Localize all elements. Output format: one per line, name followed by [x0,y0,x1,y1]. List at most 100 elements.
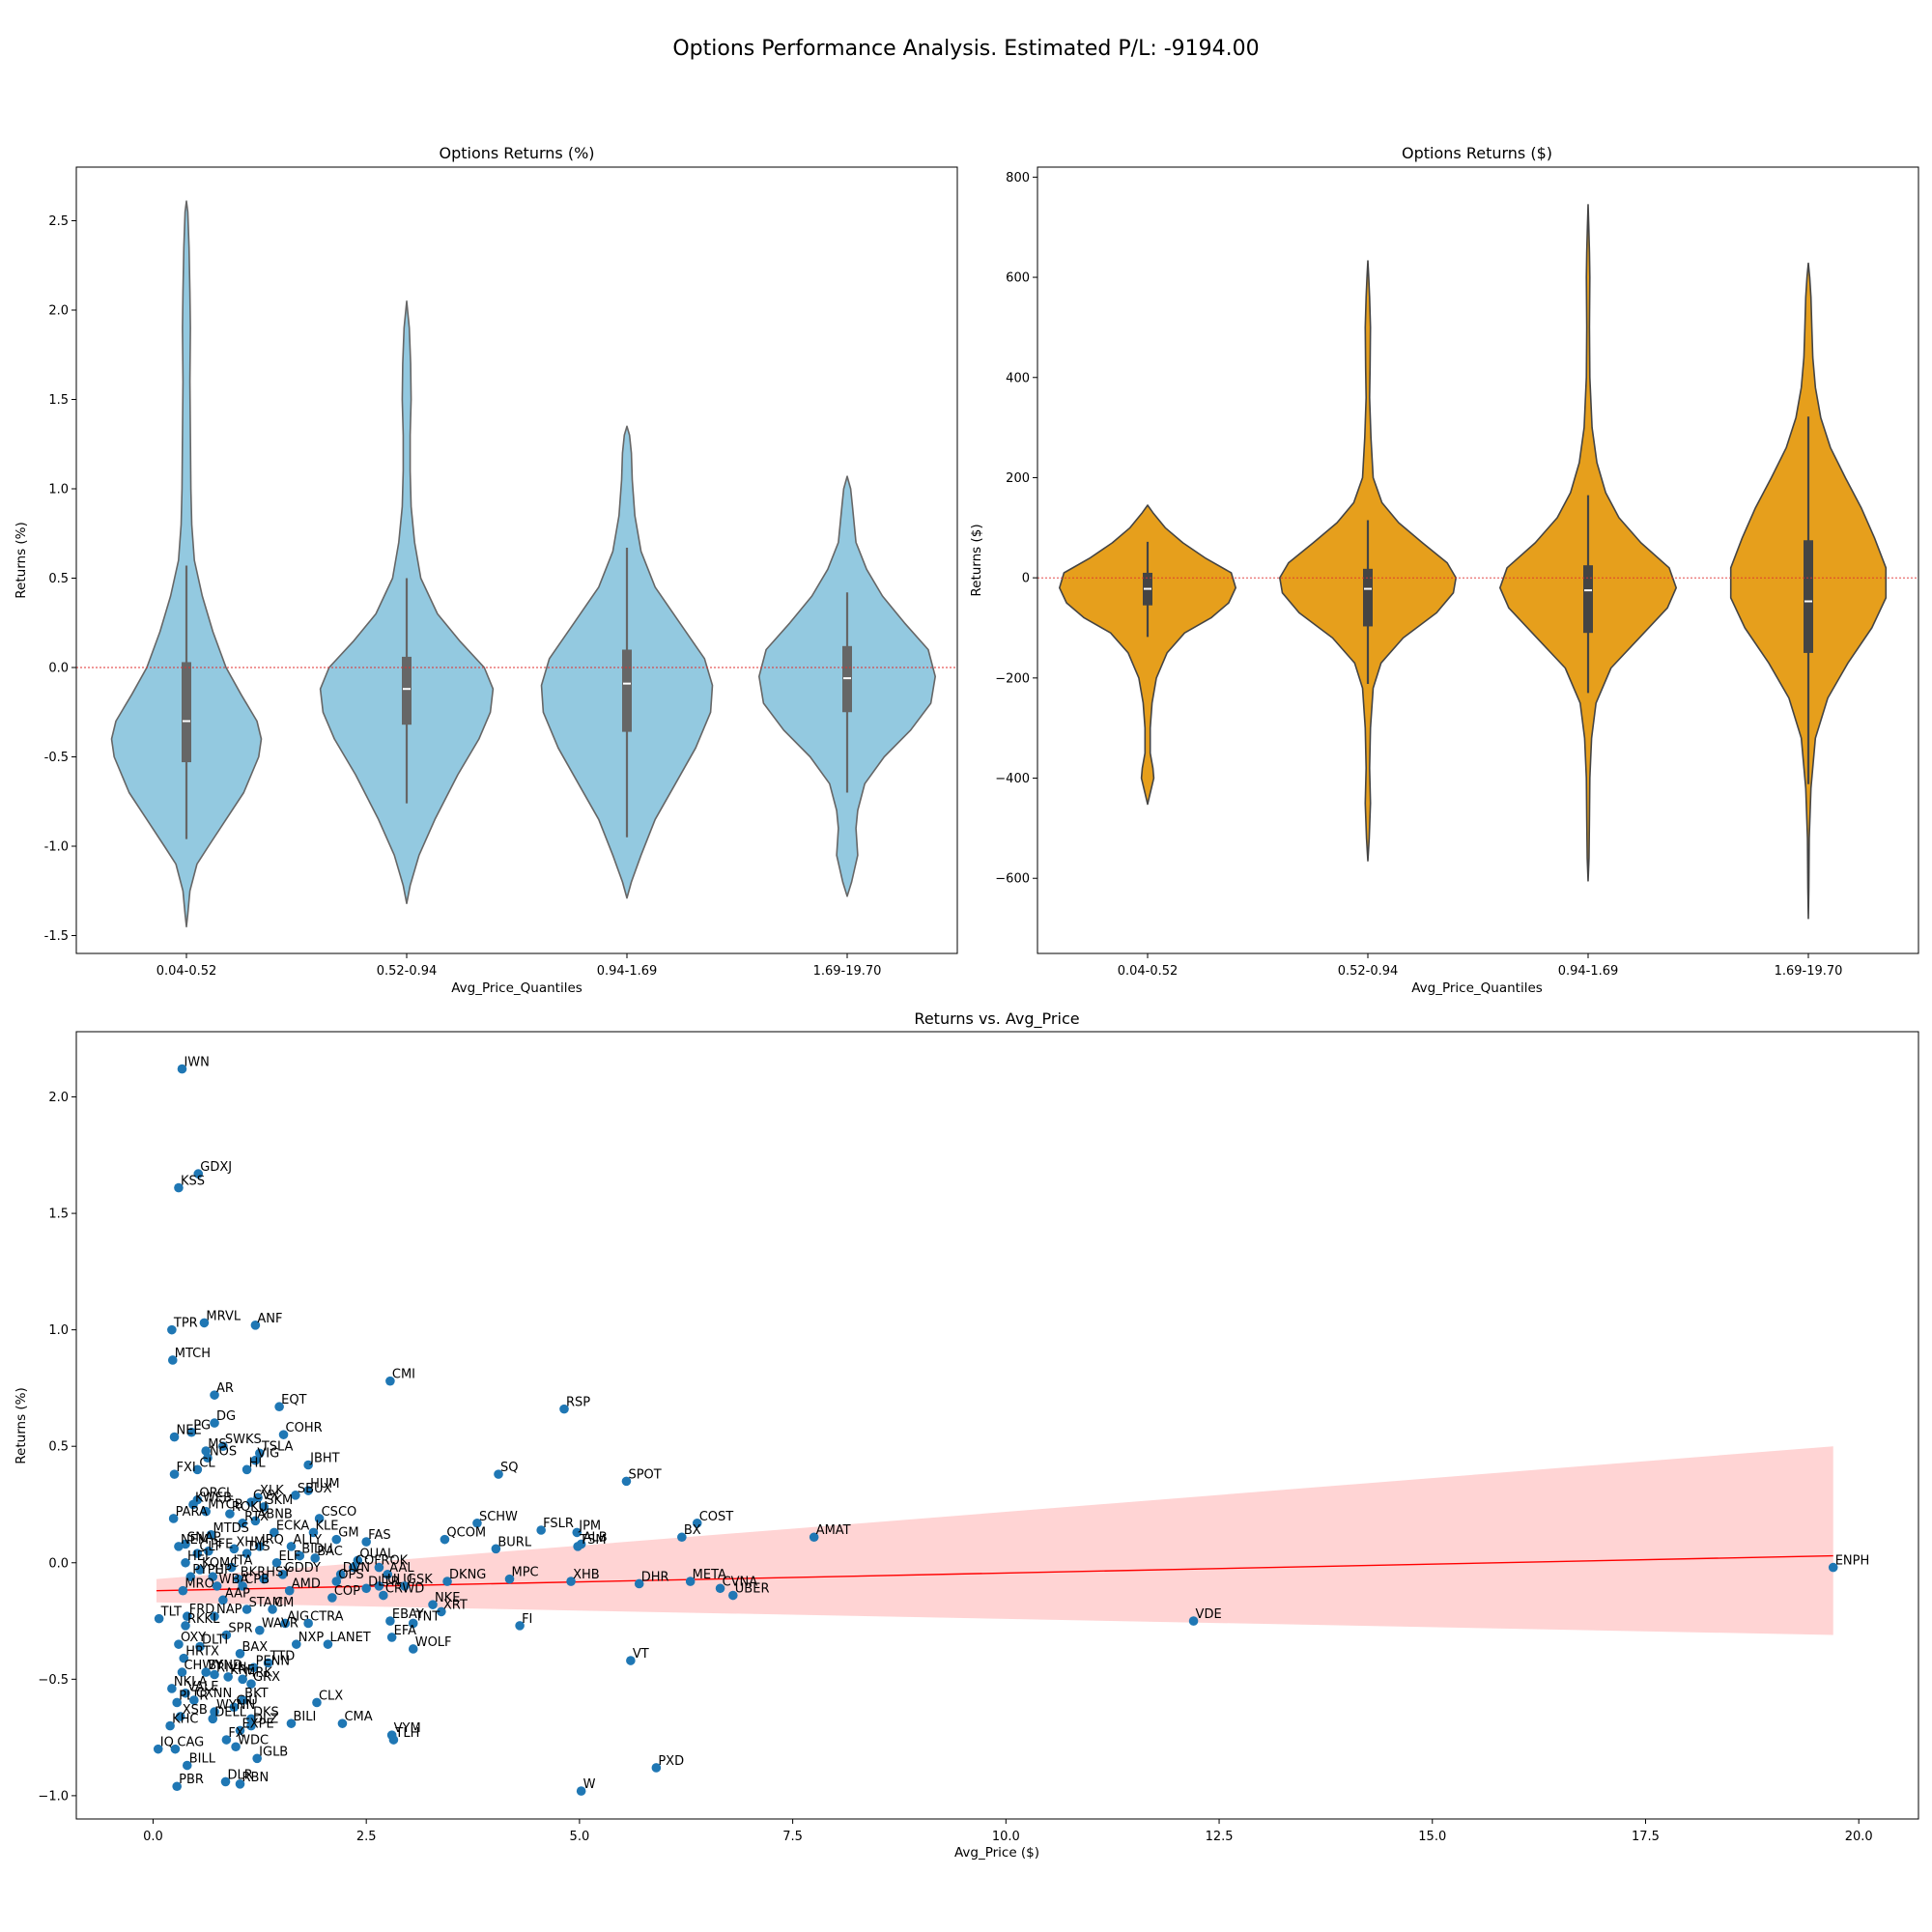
scatter-point [809,1532,819,1543]
scatter-point [238,1674,247,1685]
scatter-point [226,1562,237,1573]
scatter-point [504,1574,515,1584]
scatter-point [286,1542,297,1551]
scatter-point [170,1744,181,1754]
scatter-point [278,1430,289,1439]
x-axis-label: Avg_Price ($) [954,1845,1039,1861]
y-tick-label: 0.0 [48,1556,69,1571]
scatter-point [201,1446,211,1456]
scatter-point [204,1546,213,1556]
y-axis-label: Returns ($) [969,524,984,596]
scatter-point [494,1469,503,1479]
point-label: MRO [185,1577,213,1592]
point-label: NKLA [174,1675,208,1690]
point-label: AAP [225,1586,250,1601]
point-label: LANET [329,1631,370,1645]
scatter-point [172,1781,182,1792]
x-tick-label: 0.52-0.94 [1338,964,1399,979]
point-label: AMAT [816,1523,851,1538]
point-label: MTDS [213,1521,248,1536]
point-label: MS [208,1437,226,1452]
y-tick-label: 1.0 [48,483,69,497]
scatter-point [337,1719,348,1728]
point-label: WAVR [262,1617,298,1632]
point-label: XLK [260,1484,284,1498]
point-label: IRQ [262,1533,284,1548]
scatter-point [210,1669,219,1680]
point-label: ABNB [257,1507,292,1521]
scatter-point [515,1621,525,1631]
figure-suptitle: Options Performance Analysis. Estimated … [672,37,1259,61]
violin-iqr-box [402,656,412,725]
x-tick-label: 5.0 [570,1830,590,1844]
point-label: TTD [270,1649,296,1663]
scatter-point [186,1427,196,1437]
point-label: CMA [344,1710,372,1724]
point-label: VALE [187,1680,218,1694]
point-label: PXD [658,1754,684,1769]
violin-iqr-box [182,662,191,763]
scatter-point [314,1514,325,1523]
scatter-point [242,1605,252,1614]
scatter-point [386,1633,397,1642]
point-label: HL [249,1456,267,1470]
scatter-point [177,1064,187,1074]
y-tick-label: 1.5 [48,1208,69,1222]
point-label: RSP [566,1396,590,1410]
y-tick-label: 0.5 [48,1440,69,1455]
point-label: NEM [181,1533,209,1548]
point-label: WYNN [216,1698,255,1713]
scatter-point [715,1583,725,1594]
point-label: CMI [392,1368,415,1382]
scatter-point [259,1574,270,1584]
point-label: XHM [236,1535,265,1549]
point-label: RTX [244,1510,269,1524]
point-label: GSK [407,1573,433,1587]
point-label: RBN [242,1771,270,1785]
point-label: MRK [244,1665,272,1680]
scatter-point [437,1606,446,1617]
point-label: SPR [228,1622,252,1636]
scatter-point [361,1537,371,1547]
scatter-point [221,1735,232,1745]
point-label: BX [684,1523,701,1538]
scatter-point [208,1572,218,1582]
scatter-point [303,1486,313,1495]
point-label: WOLF [415,1635,452,1650]
point-label: AR [216,1381,234,1396]
point-label: AIG [287,1609,309,1624]
point-label: ITA [234,1554,253,1569]
point-label: CPB [244,1573,270,1587]
scatter-point [201,1506,211,1517]
point-label: SWKS [225,1433,262,1447]
point-label: CLF [199,1540,222,1554]
point-label: CLX [319,1689,343,1703]
point-label: FSLR [543,1517,574,1531]
point-label: FXI [177,1461,196,1475]
scatter-point [327,1593,337,1603]
scatter-point [385,1376,395,1386]
point-label: HSY [266,1566,291,1580]
point-label: VIG [257,1447,279,1462]
point-label: NAP [216,1603,242,1617]
point-label: GDXJ [200,1160,232,1175]
scatter-point [491,1544,501,1554]
y-tick-label: −600 [995,872,1030,887]
point-label: CRWD [385,1582,424,1597]
scatter-point [182,1760,192,1771]
scatter-point [248,1662,259,1673]
point-label: BURL [497,1535,531,1549]
scatter-point [218,1441,228,1452]
chart-title: Options Returns (%) [439,144,594,162]
point-label: BILL [189,1752,216,1767]
point-label: ANF [257,1312,282,1326]
scatter-point [277,1570,288,1579]
scatter-point [651,1763,662,1773]
scatter-point [181,1557,190,1568]
scatter-point [259,1502,270,1512]
scatter-point [242,1464,252,1475]
scatter-point [312,1697,322,1708]
point-label: AMD [292,1577,321,1592]
scatter-point [235,1779,245,1789]
